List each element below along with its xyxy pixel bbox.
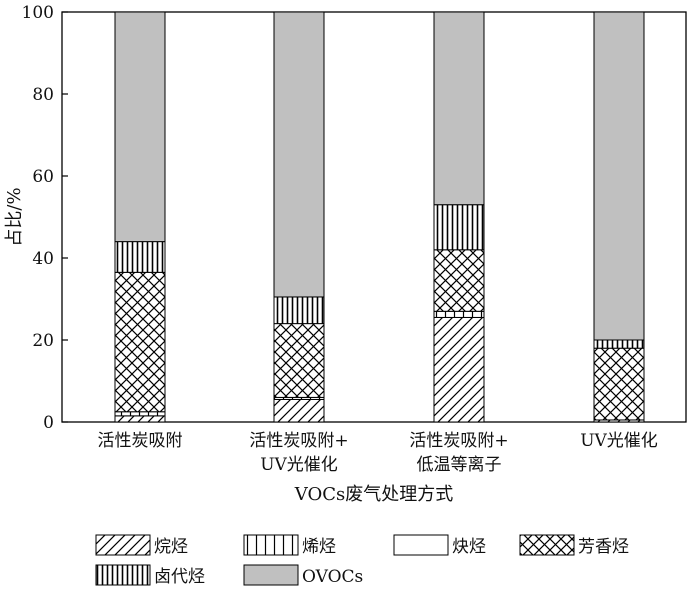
legend-item: 芳香烃 bbox=[519, 534, 629, 557]
x-tick-label: 活性炭吸附 bbox=[98, 431, 183, 451]
y-tick-label: 100 bbox=[22, 3, 54, 23]
legend-label: 烯烃 bbox=[302, 537, 336, 557]
bar-segment-烯烃 bbox=[114, 411, 166, 417]
legend-swatch bbox=[95, 534, 151, 556]
legend-item: 卤代烃 bbox=[95, 564, 205, 587]
bar-segment-OVOCs bbox=[593, 11, 645, 341]
bar-segment-卤代烃 bbox=[593, 339, 645, 349]
legend-swatch bbox=[243, 564, 299, 586]
x-tick-label: 活性炭吸附+ bbox=[249, 431, 348, 451]
plot-area: 0 20 40 60 80 100 占比/% 活性炭吸附 活性炭吸附+ UV光催化 活性炭吸附+ 低温… bbox=[4, 3, 687, 505]
bar-segment-芳香烃 bbox=[593, 347, 645, 421]
legend-item: OVOCs bbox=[243, 564, 363, 587]
bar-segment-OVOCs bbox=[114, 11, 166, 243]
legend-swatch bbox=[95, 564, 151, 586]
legend-swatch bbox=[243, 534, 299, 556]
bar-segment-卤代烃 bbox=[273, 296, 325, 325]
y-tick-label: 40 bbox=[32, 249, 54, 269]
y-tick-label: 0 bbox=[43, 413, 54, 433]
y-tick-label: 20 bbox=[32, 331, 54, 351]
x-tick-label: 低温等离子 bbox=[417, 455, 502, 475]
legend-item: 烯烃 bbox=[243, 534, 336, 557]
bar-segment-芳香烃 bbox=[433, 249, 485, 312]
bar-segment-烷烃 bbox=[114, 415, 166, 423]
bar-segment-烯烃 bbox=[433, 310, 485, 318]
bar-segment-OVOCs bbox=[273, 11, 325, 298]
bar-segment-OVOCs bbox=[433, 11, 485, 206]
x-tick-label: UV光催化 bbox=[260, 455, 338, 475]
legend-label: 炔烃 bbox=[452, 537, 486, 557]
bar-segment-烷烃 bbox=[273, 398, 325, 423]
legend-swatch bbox=[393, 534, 449, 556]
x-tick-label: 活性炭吸附+ bbox=[409, 431, 508, 451]
bar-segment-烷烃 bbox=[433, 316, 485, 423]
bar-segment-卤代烃 bbox=[114, 241, 166, 273]
legend-label: OVOCs bbox=[302, 567, 363, 587]
x-tick-label: UV光催化 bbox=[580, 431, 658, 451]
legend-swatch bbox=[519, 534, 575, 556]
bar-segment-卤代烃 bbox=[433, 204, 485, 251]
legend-label: 烷烃 bbox=[154, 537, 188, 557]
legend-label: 芳香烃 bbox=[578, 537, 629, 557]
y-tick-label: 60 bbox=[32, 167, 54, 187]
legend-item: 炔烃 bbox=[393, 534, 486, 557]
legend-item: 烷烃 bbox=[95, 534, 188, 557]
x-axis-title: VOCs废气处理方式 bbox=[294, 484, 453, 505]
plot-frame bbox=[61, 11, 687, 423]
y-axis-title: 占比/% bbox=[4, 187, 25, 246]
y-tick-label: 80 bbox=[32, 85, 54, 105]
bar-segment-芳香烃 bbox=[273, 323, 325, 398]
legend-label: 卤代烃 bbox=[154, 567, 205, 587]
bar-segment-芳香烃 bbox=[114, 271, 166, 413]
